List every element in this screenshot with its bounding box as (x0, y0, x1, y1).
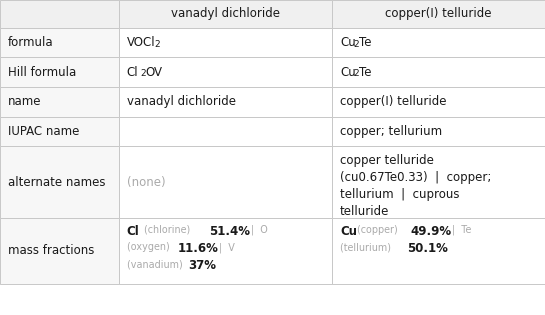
Text: Cl: Cl (127, 225, 140, 238)
Text: copper telluride
(cu0.67Te0.33)  |  copper;
tellurium  |  cuprous
telluride: copper telluride (cu0.67Te0.33) | copper… (340, 154, 491, 218)
Bar (119, 87, 332, 117)
Bar (332, 28, 545, 57)
Text: (chlorine): (chlorine) (141, 225, 193, 235)
Bar (119, 28, 332, 57)
Text: 50.1%: 50.1% (407, 242, 448, 255)
Text: Cu: Cu (340, 66, 356, 79)
Bar (0, 87, 119, 117)
Bar (332, 218, 545, 284)
Bar (0, 57, 119, 87)
Text: 2: 2 (141, 69, 146, 78)
Text: Te: Te (359, 66, 371, 79)
Bar (119, 117, 332, 146)
Bar (0, 28, 119, 57)
Text: 2: 2 (354, 69, 359, 78)
Text: 2: 2 (154, 40, 160, 49)
Text: (copper): (copper) (354, 225, 401, 235)
Bar (0, 218, 119, 284)
Text: IUPAC name: IUPAC name (8, 125, 80, 138)
Text: 37%: 37% (189, 259, 216, 272)
Text: Te: Te (359, 36, 371, 49)
Bar (0, 117, 119, 146)
Text: (oxygen): (oxygen) (127, 242, 173, 252)
Text: copper(I) telluride: copper(I) telluride (385, 7, 492, 20)
Bar (119, 146, 332, 218)
Text: alternate names: alternate names (8, 175, 106, 189)
Bar (332, 0, 545, 28)
Text: formula: formula (8, 36, 53, 49)
Text: name: name (8, 95, 41, 108)
Text: copper(I) telluride: copper(I) telluride (340, 95, 446, 108)
Text: (vanadium): (vanadium) (127, 259, 185, 269)
Bar (0, 0, 119, 28)
Bar (119, 218, 332, 284)
Text: Cl: Cl (127, 66, 138, 79)
Text: vanadyl dichloride: vanadyl dichloride (127, 95, 236, 108)
Text: mass fractions: mass fractions (8, 244, 94, 257)
Text: vanadyl dichloride: vanadyl dichloride (171, 7, 280, 20)
Text: 49.9%: 49.9% (410, 225, 452, 238)
Text: |  O: | O (245, 225, 267, 236)
Text: |  Te: | Te (446, 225, 472, 236)
Text: copper; tellurium: copper; tellurium (340, 125, 442, 138)
Bar (332, 87, 545, 117)
Text: 11.6%: 11.6% (177, 242, 218, 255)
Text: Hill formula: Hill formula (8, 66, 76, 79)
Bar (0, 146, 119, 218)
Text: (none): (none) (127, 175, 166, 189)
Text: 51.4%: 51.4% (209, 225, 250, 238)
Text: (tellurium): (tellurium) (340, 242, 394, 252)
Text: 2: 2 (354, 40, 359, 49)
Bar (332, 117, 545, 146)
Text: |  V: | V (213, 242, 235, 253)
Bar (119, 0, 332, 28)
Bar (332, 146, 545, 218)
Bar (119, 57, 332, 87)
Text: Cu: Cu (340, 225, 357, 238)
Text: OV: OV (146, 66, 163, 79)
Bar (332, 57, 545, 87)
Text: Cu: Cu (340, 36, 356, 49)
Text: VOCl: VOCl (127, 36, 155, 49)
